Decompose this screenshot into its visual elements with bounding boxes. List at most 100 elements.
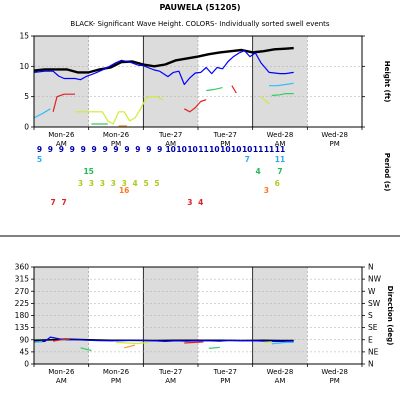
direction-ytick-label: 0: [24, 360, 29, 369]
direction-xtick-ampm: AM: [165, 377, 176, 385]
period-value: 9: [59, 145, 64, 154]
height-xtick-ampm: PM: [330, 140, 340, 148]
compass-label: N: [368, 360, 374, 369]
period-value: 9: [135, 145, 140, 154]
direction-xtick-ampm: PM: [220, 377, 230, 385]
height-series-line: [75, 96, 163, 125]
height-chart-subtitle: BLACK- Significant Wave Height. COLORS- …: [70, 20, 329, 28]
direction-ytick-label: 315: [15, 275, 30, 284]
direction-ytick-label: 270: [15, 287, 30, 296]
height-series-line: [231, 85, 237, 94]
period-value: 3: [111, 179, 116, 188]
height-ytick-label: 5: [24, 92, 29, 101]
direction-compass-labels: N NE E SE S SW W NW N: [368, 263, 382, 369]
period-label: Period (s): [383, 153, 391, 192]
direction-series-line: [115, 341, 149, 345]
direction-x-ticks: Mon-26AMMon-26PMTue-27AMTue-27PMWed-28AM…: [33, 364, 363, 385]
compass-label: NW: [368, 275, 382, 284]
period-value: 11: [275, 155, 285, 164]
period-value: 3: [187, 198, 192, 207]
height-xtick-day: Mon-26: [103, 131, 130, 139]
period-value: 10: [187, 145, 197, 154]
direction-xtick-day: Mon-26: [48, 368, 75, 376]
height-shade-band: [143, 36, 198, 127]
direction-series-line: [263, 341, 272, 343]
period-value: 9: [81, 145, 86, 154]
period-value: 3: [122, 179, 127, 188]
direction-ytick-label: 135: [15, 323, 30, 332]
period-value: 7: [277, 167, 282, 176]
direction-ytick-label: 180: [15, 311, 30, 320]
compass-label: S: [368, 311, 373, 320]
direction-xtick-day: Wed-28: [321, 368, 348, 376]
period-value: 4: [133, 179, 138, 188]
period-value: 9: [102, 145, 107, 154]
period-value: 4: [256, 167, 261, 176]
period-value: 3: [264, 186, 269, 195]
period-value: 10: [220, 145, 230, 154]
direction-series-line: [80, 347, 92, 352]
direction-series-line: [33, 340, 43, 343]
height-series-line: [33, 108, 51, 119]
period-value: 10: [209, 145, 219, 154]
period-value: 15: [83, 167, 93, 176]
height-xtick-ampm: PM: [111, 140, 121, 148]
height-series-line: [260, 96, 270, 105]
direction-y-label: Direction (deg): [386, 286, 394, 346]
direction-xtick-ampm: PM: [111, 377, 121, 385]
period-value: 11: [253, 145, 263, 154]
period-value: 9: [70, 145, 75, 154]
compass-label: W: [368, 287, 376, 296]
station-title: PAUWELA (51205): [159, 3, 240, 12]
period-value: 6: [275, 179, 280, 188]
period-value: 10: [231, 145, 241, 154]
period-value: 3: [78, 179, 83, 188]
period-value: 9: [48, 145, 53, 154]
height-ytick-label: 0: [24, 123, 29, 132]
period-value: 9: [157, 145, 162, 154]
direction-ytick-label: 225: [15, 299, 30, 308]
height-xtick-day: Tue-27: [213, 131, 237, 139]
height-series-lines: [33, 46, 294, 127]
height-y-ticks: 0 5 10 15: [19, 32, 365, 132]
direction-xtick-day: Tue-27: [213, 368, 237, 376]
height-xtick-ampm: AM: [56, 140, 67, 148]
period-value: 5: [37, 155, 42, 164]
period-value: 3: [100, 179, 105, 188]
direction-series-line: [184, 341, 204, 344]
period-value: 4: [198, 198, 203, 207]
period-value: 7: [245, 155, 250, 164]
period-value: 11: [264, 145, 274, 154]
period-value: 10: [165, 145, 175, 154]
height-xtick-day: Tue-27: [158, 131, 182, 139]
compass-label: SW: [368, 299, 381, 308]
height-ytick-label: 10: [19, 62, 29, 71]
direction-xtick-ampm: AM: [275, 377, 286, 385]
period-value: 3: [89, 179, 94, 188]
direction-ytick-label: 90: [19, 335, 29, 344]
direction-series-line: [271, 341, 294, 345]
compass-label: E: [368, 335, 373, 344]
height-ytick-label: 15: [19, 32, 29, 41]
period-value: 9: [113, 145, 118, 154]
height-series-line: [33, 49, 294, 86]
period-value: 11: [198, 145, 208, 154]
period-value: 9: [146, 145, 151, 154]
direction-ytick-label: 360: [15, 263, 30, 272]
height-y-label: Height (ft): [383, 61, 391, 103]
height-xtick-ampm: AM: [275, 140, 286, 148]
height-x-ticks: Mon-26AMMon-26PMTue-27AMTue-27PMWed-28AM…: [33, 127, 363, 148]
period-labels: 9 9 9 9 9 9 9 9 9 9 9 9 10 10 10 11 10 10 10 10 11 11 115 7 1115…: [37, 145, 285, 207]
height-xtick-day: Wed-28: [267, 131, 294, 139]
period-value: 5: [143, 179, 148, 188]
direction-series-lines: [33, 336, 294, 352]
period-value: 10: [242, 145, 252, 154]
height-xtick-ampm: AM: [165, 140, 176, 148]
period-value: 9: [37, 145, 42, 154]
direction-series-line: [208, 346, 220, 349]
height-series-line: [184, 99, 207, 113]
period-value: 7: [61, 198, 66, 207]
compass-label: N: [368, 263, 374, 272]
period-value: 7: [51, 198, 56, 207]
